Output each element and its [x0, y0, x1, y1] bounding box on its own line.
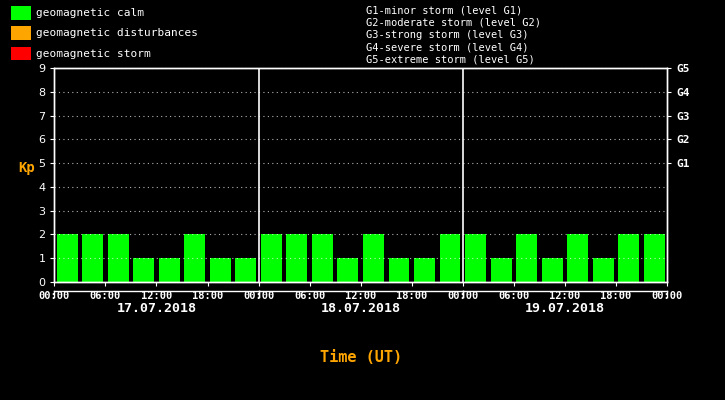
Bar — [312, 234, 333, 282]
Bar — [11, 47, 30, 60]
Bar — [516, 234, 537, 282]
Text: geomagnetic disturbances: geomagnetic disturbances — [36, 28, 198, 38]
Text: Time (UT): Time (UT) — [320, 350, 402, 365]
Bar — [133, 258, 154, 282]
Bar — [210, 258, 231, 282]
Bar — [414, 258, 435, 282]
Bar — [11, 26, 30, 40]
Bar — [159, 258, 180, 282]
Bar — [439, 234, 460, 282]
Bar — [389, 258, 410, 282]
Bar — [491, 258, 512, 282]
Bar — [184, 234, 205, 282]
Bar — [236, 258, 256, 282]
Bar — [618, 234, 639, 282]
Bar — [567, 234, 588, 282]
Bar — [337, 258, 358, 282]
Text: geomagnetic calm: geomagnetic calm — [36, 8, 144, 18]
Bar — [261, 234, 282, 282]
Bar — [363, 234, 384, 282]
Bar — [108, 234, 128, 282]
Bar — [82, 234, 103, 282]
Text: 17.07.2018: 17.07.2018 — [117, 302, 196, 314]
Text: G1-minor storm (level G1): G1-minor storm (level G1) — [366, 6, 522, 16]
Text: G4-severe storm (level G4): G4-severe storm (level G4) — [366, 42, 529, 52]
Bar — [11, 6, 30, 20]
Bar — [286, 234, 307, 282]
Bar — [57, 234, 78, 282]
Text: G5-extreme storm (level G5): G5-extreme storm (level G5) — [366, 54, 535, 64]
Y-axis label: Kp: Kp — [19, 161, 36, 175]
Text: 19.07.2018: 19.07.2018 — [525, 302, 605, 314]
Bar — [593, 258, 613, 282]
Text: G3-strong storm (level G3): G3-strong storm (level G3) — [366, 30, 529, 40]
Bar — [542, 258, 563, 282]
Bar — [644, 234, 665, 282]
Text: geomagnetic storm: geomagnetic storm — [36, 49, 151, 59]
Text: 18.07.2018: 18.07.2018 — [320, 302, 401, 314]
Text: G2-moderate storm (level G2): G2-moderate storm (level G2) — [366, 18, 541, 28]
Bar — [465, 234, 486, 282]
